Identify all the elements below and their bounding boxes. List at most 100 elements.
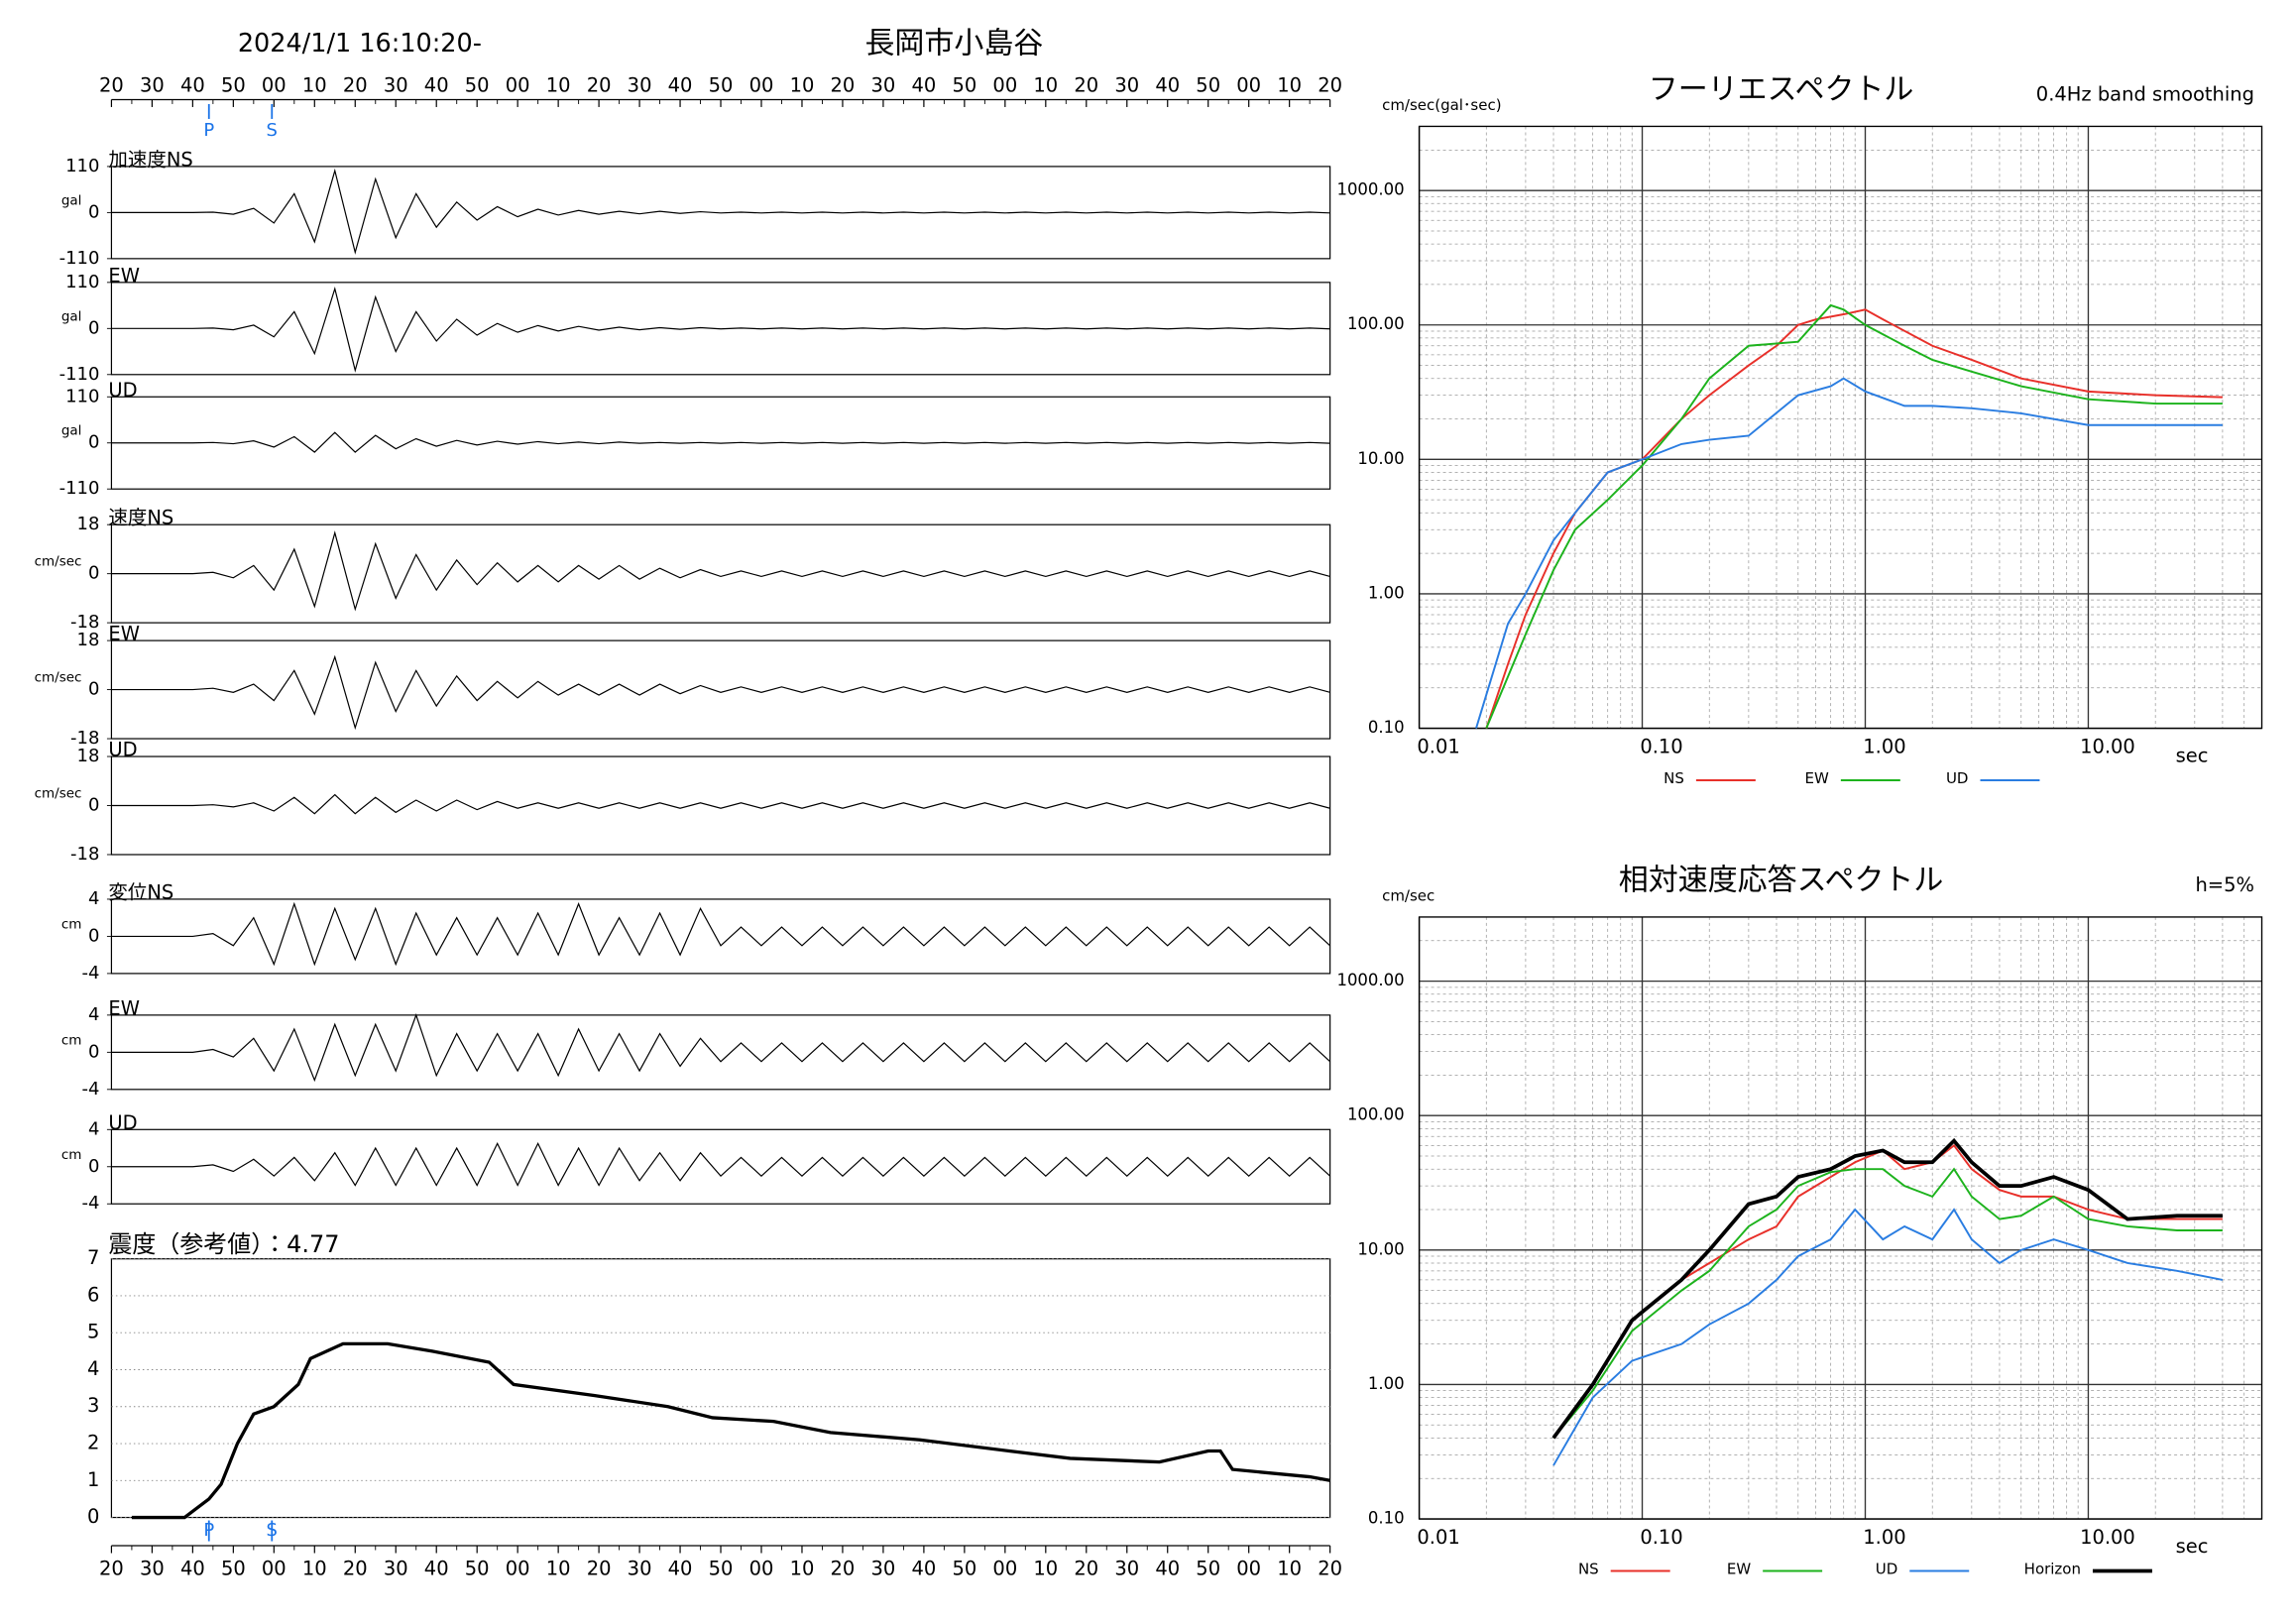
time-tick-label: 10	[546, 73, 571, 96]
intensity-line	[131, 1341, 1330, 1520]
spectrum-line	[1552, 1167, 2223, 1440]
phase-label: S	[267, 1520, 278, 1541]
time-tick-label: 20	[99, 73, 124, 96]
time-tick-label: 50	[709, 73, 734, 96]
y-tick-label: -4	[82, 1193, 100, 1214]
y-tick-label: 6	[87, 1283, 99, 1306]
y-tick-label: 4	[88, 888, 99, 909]
y-tick-label: 5	[87, 1321, 99, 1343]
time-tick-label: 00	[749, 73, 774, 96]
waveform-trace	[111, 654, 1330, 731]
waveform-trace	[111, 530, 1330, 612]
panel-title: UD	[108, 1111, 137, 1134]
phase-label: S	[267, 120, 278, 141]
y-tick-label: 4	[88, 1118, 99, 1139]
legend-label: UD	[1876, 1561, 1898, 1578]
y-tick-label: 18	[77, 630, 100, 650]
x-tick-label: 0.10	[1640, 1526, 1682, 1549]
y-tick-label: -110	[59, 478, 100, 499]
time-tick-label: 20	[1074, 73, 1098, 96]
waveform-trace	[111, 1141, 1331, 1187]
y-tick-label: 0	[88, 925, 99, 946]
time-tick-label: 50	[1196, 73, 1220, 96]
panel-unit: gal	[61, 308, 82, 324]
y-tick-label: 1000.00	[1336, 971, 1404, 989]
panel-title: 加速度NS	[108, 148, 192, 171]
y-tick-label: 18	[77, 514, 100, 534]
y-tick-label: 110	[65, 386, 99, 406]
y-tick-label: 0	[88, 795, 99, 816]
time-tick-label: 10	[302, 1558, 327, 1580]
x-tick-label: 10.00	[2080, 1526, 2135, 1549]
time-tick-label: 20	[831, 73, 856, 96]
time-tick-label: 10	[1277, 1558, 1302, 1580]
time-tick-label: 50	[221, 73, 246, 96]
time-tick-label: 40	[668, 73, 693, 96]
y-tick-label: 1.00	[1368, 583, 1405, 602]
panel-title: EW	[108, 264, 140, 287]
y-tick-label: -110	[59, 248, 100, 269]
legend-label: NS	[1578, 1561, 1599, 1578]
chart-title: 震度（参考値）：4.77	[108, 1230, 339, 1258]
y-tick-label: 100.00	[1347, 314, 1405, 333]
time-tick-label: 40	[424, 1558, 449, 1580]
time-tick-label: 40	[180, 73, 205, 96]
waveform-trace	[111, 168, 1330, 255]
y-tick-label: -4	[82, 1079, 100, 1100]
y-axis-label: cm/sec	[1382, 886, 1435, 904]
legend-label: NS	[1664, 769, 1684, 787]
y-tick-label: 110	[65, 156, 99, 176]
panel-title: UD	[108, 379, 137, 402]
record-datetime: 2024/1/1 16:10:20-	[238, 29, 482, 58]
time-tick-label: 40	[424, 73, 449, 96]
y-tick-label: 2	[87, 1432, 99, 1454]
waveform-trace	[111, 793, 1330, 815]
time-tick-label: 30	[384, 1558, 408, 1580]
y-tick-label: 0.10	[1368, 1509, 1405, 1528]
plot-frame	[1418, 916, 2263, 1520]
x-tick-label: 1.00	[1863, 736, 1905, 758]
y-tick-label: 0	[88, 201, 99, 222]
y-tick-label: 1000.00	[1336, 180, 1404, 199]
time-tick-label: 20	[343, 73, 368, 96]
station-name: 長岡市小島谷	[864, 27, 1043, 61]
legend-label: EW	[1805, 769, 1829, 787]
time-tick-label: 50	[465, 1558, 490, 1580]
y-tick-label: 0	[88, 317, 99, 338]
y-axis-label: cm/sec(gal･sec)	[1382, 96, 1501, 114]
x-tick-label: 0.01	[1417, 736, 1459, 758]
time-tick-label: 20	[1318, 1558, 1342, 1580]
time-tick-label: 40	[668, 1558, 693, 1580]
time-tick-label: 30	[871, 1558, 896, 1580]
chart-subtitle: 0.4Hz band smoothing	[2036, 82, 2254, 105]
y-tick-label: 4	[87, 1357, 99, 1380]
chart-title: 相対速度応答スペクトル	[1619, 863, 1944, 897]
x-axis-label: sec	[2176, 745, 2209, 767]
x-tick-label: 1.00	[1863, 1526, 1905, 1549]
plot-frame	[110, 1258, 1331, 1519]
time-tick-label: 50	[221, 1558, 246, 1580]
spectrum-line	[1551, 1137, 2223, 1440]
time-tick-label: 40	[1155, 73, 1180, 96]
time-tick-label: 20	[831, 1558, 856, 1580]
panel-unit: gal	[61, 192, 82, 208]
time-tick-label: 50	[465, 73, 490, 96]
legend-label: Horizon	[2024, 1561, 2081, 1578]
plot-frame	[1418, 125, 2263, 730]
spectrum-line	[1485, 308, 2223, 729]
y-tick-label: 18	[77, 746, 100, 766]
chart-subtitle: h=5%	[2195, 873, 2254, 896]
panel-unit: cm/sec	[35, 670, 82, 686]
legend-label: EW	[1727, 1561, 1751, 1578]
y-tick-label: 1.00	[1368, 1374, 1405, 1393]
panel-title: 速度NS	[108, 507, 173, 529]
y-tick-label: 3	[87, 1394, 99, 1417]
time-tick-label: 30	[384, 73, 408, 96]
waveform-trace	[111, 901, 1331, 967]
time-tick-label: 50	[952, 73, 976, 96]
x-axis-label: sec	[2176, 1535, 2209, 1558]
panel-unit: cm/sec	[35, 554, 82, 570]
